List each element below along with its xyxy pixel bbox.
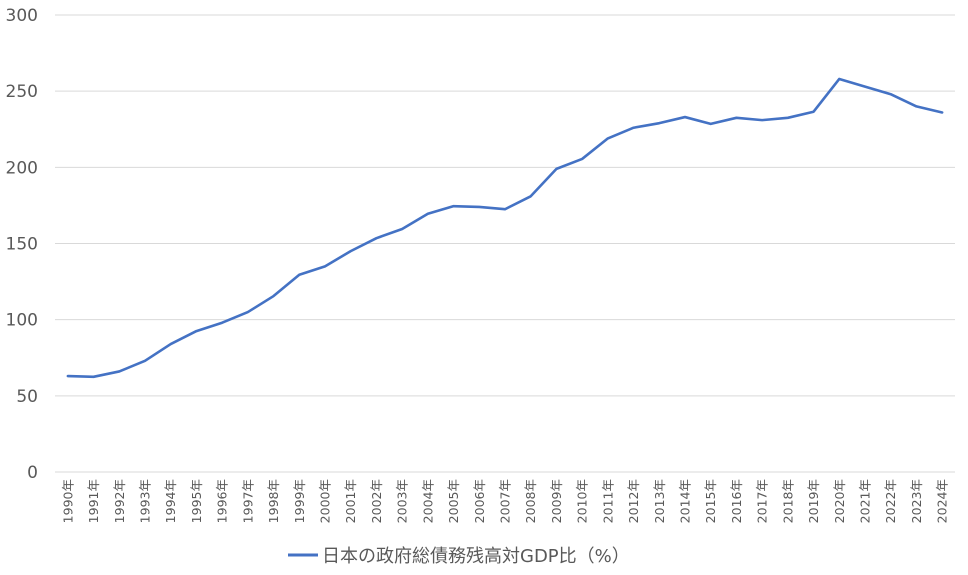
series-layer bbox=[65, 76, 945, 380]
x-tick-label: 2002年 bbox=[369, 479, 384, 523]
data-point bbox=[245, 309, 251, 315]
data-point bbox=[836, 76, 842, 82]
x-tick-label: 2009年 bbox=[549, 479, 564, 523]
x-tick-label: 2001年 bbox=[343, 479, 358, 523]
x-tick-label: 2000年 bbox=[318, 479, 333, 523]
x-tick-label: 2015年 bbox=[703, 479, 718, 523]
data-point bbox=[373, 235, 379, 241]
data-point bbox=[939, 109, 945, 115]
data-point bbox=[553, 166, 559, 172]
x-tick-label: 2021年 bbox=[858, 479, 873, 523]
x-axis-tick-labels: 1990年 1991年 1992年 1993年 1994年 1995年 1996年 1997年… bbox=[60, 479, 949, 523]
data-point bbox=[91, 374, 97, 380]
x-tick-label: 1998年 bbox=[266, 479, 281, 523]
x-tick-label: 2019年 bbox=[806, 479, 821, 523]
y-tick-label: 0 bbox=[27, 463, 38, 483]
data-point bbox=[759, 117, 765, 123]
legend-label: 日本の政府総債務残高対GDP比（%） bbox=[322, 546, 630, 567]
y-tick-label: 50 bbox=[16, 387, 38, 407]
x-tick-label: 2016年 bbox=[729, 479, 744, 523]
y-tick-label: 300 bbox=[6, 6, 38, 26]
data-point bbox=[708, 121, 714, 127]
x-tick-label: 1999年 bbox=[292, 479, 307, 523]
x-tick-label: 2007年 bbox=[498, 479, 513, 523]
data-point bbox=[271, 293, 277, 299]
x-tick-label: 2011年 bbox=[600, 479, 615, 523]
x-tick-label: 2003年 bbox=[395, 479, 410, 523]
data-point bbox=[476, 204, 482, 210]
data-point bbox=[425, 211, 431, 217]
data-point bbox=[811, 109, 817, 115]
data-point bbox=[348, 248, 354, 254]
data-point bbox=[142, 358, 148, 364]
data-point bbox=[733, 115, 739, 121]
x-tick-label: 2023年 bbox=[909, 479, 924, 523]
x-tick-label: 2013年 bbox=[652, 479, 667, 523]
x-tick-label: 1995年 bbox=[189, 479, 204, 523]
gridlines bbox=[55, 14, 955, 473]
x-tick-label: 2018年 bbox=[780, 479, 795, 523]
data-point bbox=[888, 91, 894, 97]
data-point bbox=[502, 206, 508, 212]
data-point bbox=[399, 226, 405, 232]
x-tick-label: 1993年 bbox=[138, 479, 153, 523]
data-point bbox=[785, 115, 791, 121]
x-tick-label: 2006年 bbox=[472, 479, 487, 523]
x-tick-label: 1990年 bbox=[60, 479, 75, 523]
x-tick-label: 2008年 bbox=[523, 479, 538, 523]
x-tick-label: 2024年 bbox=[935, 479, 950, 523]
data-point bbox=[862, 84, 868, 90]
data-point bbox=[219, 320, 225, 326]
data-point bbox=[579, 156, 585, 162]
y-tick-label: 250 bbox=[6, 82, 38, 102]
data-point bbox=[631, 125, 637, 131]
data-point bbox=[913, 103, 919, 109]
data-point bbox=[656, 120, 662, 126]
x-tick-label: 2010年 bbox=[575, 479, 590, 523]
data-point bbox=[322, 263, 328, 269]
y-tick-label: 100 bbox=[6, 311, 38, 331]
x-tick-label: 2020年 bbox=[832, 479, 847, 523]
data-point bbox=[605, 135, 611, 141]
x-tick-label: 2022年 bbox=[883, 479, 898, 523]
y-tick-label: 200 bbox=[6, 158, 38, 178]
data-point bbox=[193, 328, 199, 334]
x-tick-label: 1992年 bbox=[112, 479, 127, 523]
x-tick-label: 1997年 bbox=[240, 479, 255, 523]
legend: 日本の政府総債務残高対GDP比（%） bbox=[288, 546, 630, 567]
data-point bbox=[296, 272, 302, 278]
x-tick-label: 1994年 bbox=[163, 479, 178, 523]
data-point bbox=[65, 373, 71, 379]
x-tick-label: 2014年 bbox=[678, 479, 693, 523]
data-point bbox=[168, 341, 174, 347]
x-tick-label: 1991年 bbox=[86, 479, 101, 523]
data-point bbox=[682, 114, 688, 120]
x-tick-label: 1996年 bbox=[215, 479, 230, 523]
y-tick-label: 150 bbox=[6, 235, 38, 255]
data-point bbox=[528, 193, 534, 199]
x-tick-label: 2012年 bbox=[626, 479, 641, 523]
data-point bbox=[451, 203, 457, 209]
series-line bbox=[66, 77, 944, 379]
x-tick-label: 2017年 bbox=[755, 479, 770, 523]
x-tick-label: 2004年 bbox=[420, 479, 435, 523]
x-tick-label: 2005年 bbox=[446, 479, 461, 523]
y-axis-tick-labels: 0 50 100 150 200 250 300 bbox=[6, 6, 38, 483]
data-point bbox=[116, 368, 122, 374]
